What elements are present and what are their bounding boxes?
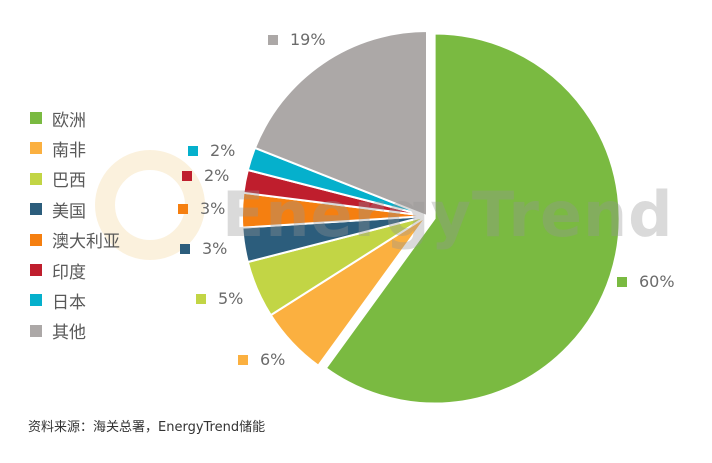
label-text: 60%: [639, 272, 675, 291]
watermark: EnergyTrend: [222, 178, 674, 251]
legend-item: 巴西: [30, 168, 86, 192]
data-label: 3%: [180, 239, 227, 258]
legend-label: 日本: [52, 292, 86, 313]
legend-item: 欧洲: [30, 107, 86, 131]
data-label: 3%: [178, 199, 225, 218]
legend-item: 日本: [30, 289, 86, 313]
legend-item: 南非: [30, 137, 86, 161]
label-text: 3%: [200, 199, 226, 218]
pie-slice-0: [324, 32, 621, 405]
legend-item: 美国: [30, 198, 86, 222]
data-label: 60%: [617, 272, 675, 291]
legend-label: 巴西: [52, 171, 86, 192]
legend-item: 澳大利亚: [30, 229, 120, 253]
watermark-logo-icon: [95, 150, 205, 260]
label-swatch: [178, 203, 188, 214]
legend-label: 南非: [52, 140, 86, 161]
data-label: 19%: [268, 30, 326, 49]
pie-slice-7: [253, 29, 428, 218]
legend-swatch: [30, 294, 42, 307]
legend-swatch: [30, 233, 42, 246]
legend-item: 其他: [30, 320, 86, 344]
data-label: 5%: [196, 289, 243, 308]
label-text: 6%: [260, 350, 286, 369]
label-swatch: [238, 354, 248, 365]
legend-swatch: [30, 142, 42, 155]
legend-label: 美国: [52, 201, 86, 222]
legend-label: 其他: [52, 323, 86, 344]
label-swatch: [188, 145, 198, 156]
legend-label: 澳大利亚: [52, 232, 120, 253]
label-swatch: [180, 243, 190, 254]
label-text: 2%: [204, 166, 230, 185]
data-label: 2%: [182, 166, 229, 185]
label-text: 19%: [290, 30, 326, 49]
data-label: 2%: [188, 141, 235, 160]
label-text: 2%: [210, 141, 236, 160]
label-swatch: [182, 170, 192, 181]
legend-swatch: [30, 172, 42, 185]
data-label: 6%: [238, 350, 285, 369]
legend-swatch: [30, 112, 42, 124]
source-note: 资料来源：海关总署，EnergyTrend储能: [28, 420, 266, 435]
legend-label: 印度: [52, 262, 86, 283]
label-swatch: [196, 293, 206, 304]
label-swatch: [268, 34, 278, 45]
legend-swatch: [30, 203, 42, 216]
label-swatch: [617, 276, 627, 287]
legend-swatch: [30, 264, 42, 276]
label-text: 5%: [218, 289, 244, 308]
label-text: 3%: [202, 239, 228, 258]
legend-item: 印度: [30, 259, 86, 283]
legend-swatch: [30, 324, 42, 337]
legend-label: 欧洲: [52, 110, 86, 131]
